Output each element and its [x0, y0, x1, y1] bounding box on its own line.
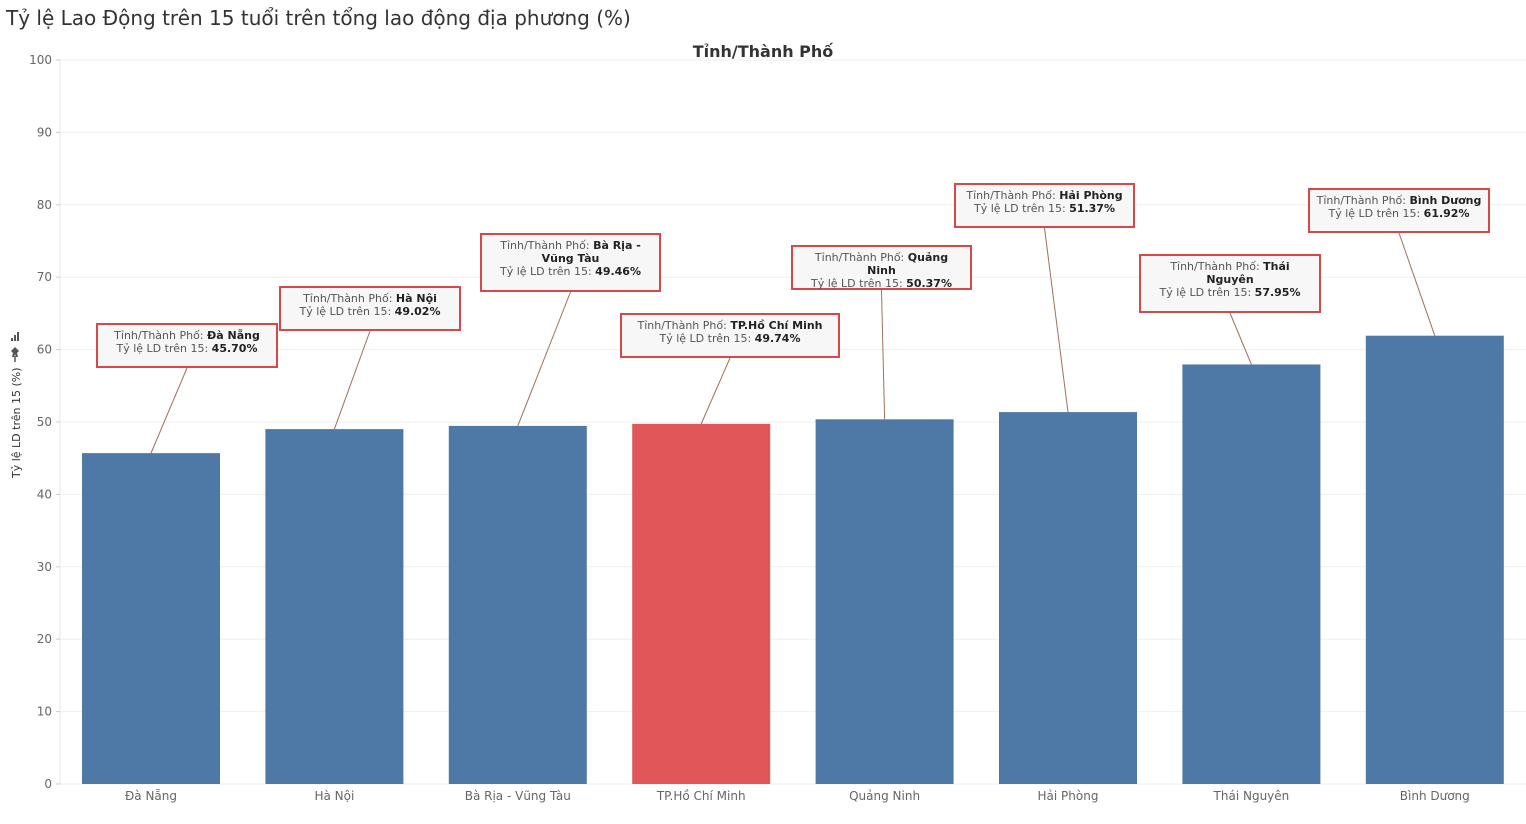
y-tick-label: 100	[29, 53, 52, 67]
annotation-leader	[1044, 227, 1069, 413]
annotation-value: 61.92%	[1423, 207, 1470, 220]
annotation-value-key: Tỷ lệ LD trên 15:	[810, 277, 903, 290]
annotation-box[interactable]: Tỉnh/Thành Phố: TP.Hồ Chí Minh Tỷ lệ LD t…	[620, 313, 840, 358]
annotation-category: Hải Phòng	[1059, 189, 1123, 202]
annotation-value: 57.95%	[1254, 286, 1301, 299]
annotation-value-key: Tỷ lệ LD trên 15:	[973, 202, 1066, 215]
annotation-category-key: Tỉnh/Thành Phố:	[303, 292, 393, 305]
bar[interactable]	[448, 425, 587, 784]
column-header-title[interactable]: Tỉnh/Thành Phố	[692, 42, 834, 61]
sort-icon[interactable]	[8, 328, 22, 364]
bar[interactable]	[632, 423, 771, 784]
x-tick-label: TP.Hồ Chí Minh	[656, 789, 746, 803]
annotation-category: Quảng Ninh	[867, 251, 949, 277]
annotation-leader	[700, 357, 731, 425]
annotation-category: Bà Rịa - Vũng Tàu	[541, 239, 641, 265]
pin-icon[interactable]	[11, 347, 19, 362]
annotation-category: TP.Hồ Chí Minh	[730, 319, 823, 332]
y-tick-label: 40	[37, 487, 52, 501]
annotation-box[interactable]: Tỉnh/Thành Phố: Hải Phòng Tỷ lệ LD trên 1…	[954, 183, 1135, 228]
x-tick-label: Quảng Ninh	[849, 789, 920, 803]
y-axis: 0 10 20 30 40 50 60 70 80 90 100	[29, 53, 61, 791]
bar[interactable]	[1182, 364, 1321, 784]
annotation-category-key: Tỉnh/Thành Phố:	[500, 239, 590, 252]
annotation-value: 49.74%	[754, 332, 801, 345]
y-tick-label: 10	[37, 705, 52, 719]
bar[interactable]	[1365, 335, 1504, 784]
x-tick-label: Bà Rịa - Vũng Tàu	[465, 789, 571, 803]
annotation-category: Hà Nội	[395, 292, 437, 305]
y-tick-label: 60	[37, 343, 52, 357]
y-tick-label: 70	[37, 270, 52, 284]
annotation-category-key: Tỉnh/Thành Phố:	[1170, 260, 1260, 273]
annotation-value: 50.37%	[906, 277, 952, 290]
annotation-value: 45.70%	[211, 342, 258, 355]
annotation-box[interactable]: Tỉnh/Thành Phố: Bà Rịa - Vũng Tàu Tỷ lệ L…	[480, 233, 661, 292]
page-title: Tỷ lệ Lao Động trên 15 tuổi trên tổng la…	[6, 6, 631, 30]
bar[interactable]	[82, 453, 220, 784]
annotation-category-key: Tỉnh/Thành Phố:	[1316, 194, 1406, 207]
annotation-value: 49.46%	[595, 265, 641, 278]
annotation-box[interactable]: Tỉnh/Thành Phố: Đà Nẵng Tỷ lệ LD trên 15:…	[96, 323, 278, 368]
annotation-box[interactable]: Tỉnh/Thành Phố: Hà Nội Tỷ lệ LD trên 15: …	[279, 286, 461, 331]
annotation-category-key: Tỉnh/Thành Phố:	[114, 329, 204, 342]
y-tick-label: 90	[37, 125, 52, 139]
x-tick-label: Thái Nguyên	[1213, 789, 1290, 803]
annotation-leader	[881, 289, 886, 420]
annotation-category: Đà Nẵng	[207, 329, 260, 342]
y-tick-label: 0	[44, 777, 52, 791]
bar[interactable]	[265, 429, 404, 784]
annotation-leader	[1398, 232, 1436, 336]
annotation-value-key: Tỷ lệ LD trên 15:	[116, 342, 209, 355]
annotation-value-key: Tỷ lệ LD trên 15:	[499, 265, 592, 278]
y-tick-label: 50	[37, 415, 52, 429]
annotation-leader	[333, 330, 371, 430]
annotation-leader	[150, 367, 188, 454]
x-tick-label: Hải Phòng	[1038, 789, 1099, 803]
x-axis-labels: Đà Nẵng Hà Nội Bà Rịa - Vũng Tàu TP.Hồ Chí …	[125, 789, 1470, 803]
annotation-value-key: Tỷ lệ LD trên 15:	[1328, 207, 1421, 220]
annotation-value: 49.02%	[394, 305, 441, 318]
x-tick-label: Bình Dương	[1400, 789, 1470, 803]
bars	[82, 335, 1504, 784]
annotation-category: Thái Nguyên	[1206, 260, 1290, 286]
annotation-category: Bình Dương	[1409, 194, 1482, 207]
x-tick-label: Hà Nội	[314, 789, 354, 803]
y-tick-label: 20	[37, 632, 52, 646]
annotation-category-key: Tỉnh/Thành Phố:	[814, 251, 905, 264]
annotation-category-key: Tỉnh/Thành Phố:	[637, 319, 727, 332]
annotation-category-key: Tỉnh/Thành Phố:	[966, 189, 1056, 202]
y-tick-label: 80	[37, 198, 52, 212]
annotation-box[interactable]: Tỉnh/Thành Phố: Bình Dương Tỷ lệ LD trên …	[1308, 188, 1490, 233]
annotation-box[interactable]: Tỉnh/Thành Phố: Quảng Ninh Tỷ lệ LD trên …	[791, 245, 972, 290]
annotation-value: 51.37%	[1069, 202, 1115, 215]
bar[interactable]	[999, 412, 1137, 784]
annotation-value-key: Tỷ lệ LD trên 15:	[299, 305, 392, 318]
annotation-leaders	[150, 227, 1436, 454]
annotation-value-key: Tỷ lệ LD trên 15:	[1159, 286, 1252, 299]
annotation-leader	[517, 291, 571, 427]
annotation-leader	[1229, 312, 1252, 365]
annotation-box[interactable]: Tỉnh/Thành Phố: Thái Nguyên Tỷ lệ LD trên…	[1139, 254, 1321, 313]
annotation-value-key: Tỷ lệ LD trên 15:	[659, 332, 752, 345]
axis-icons	[8, 328, 22, 364]
bar[interactable]	[815, 419, 954, 784]
x-tick-label: Đà Nẵng	[125, 789, 177, 803]
y-tick-label: 30	[37, 560, 52, 574]
